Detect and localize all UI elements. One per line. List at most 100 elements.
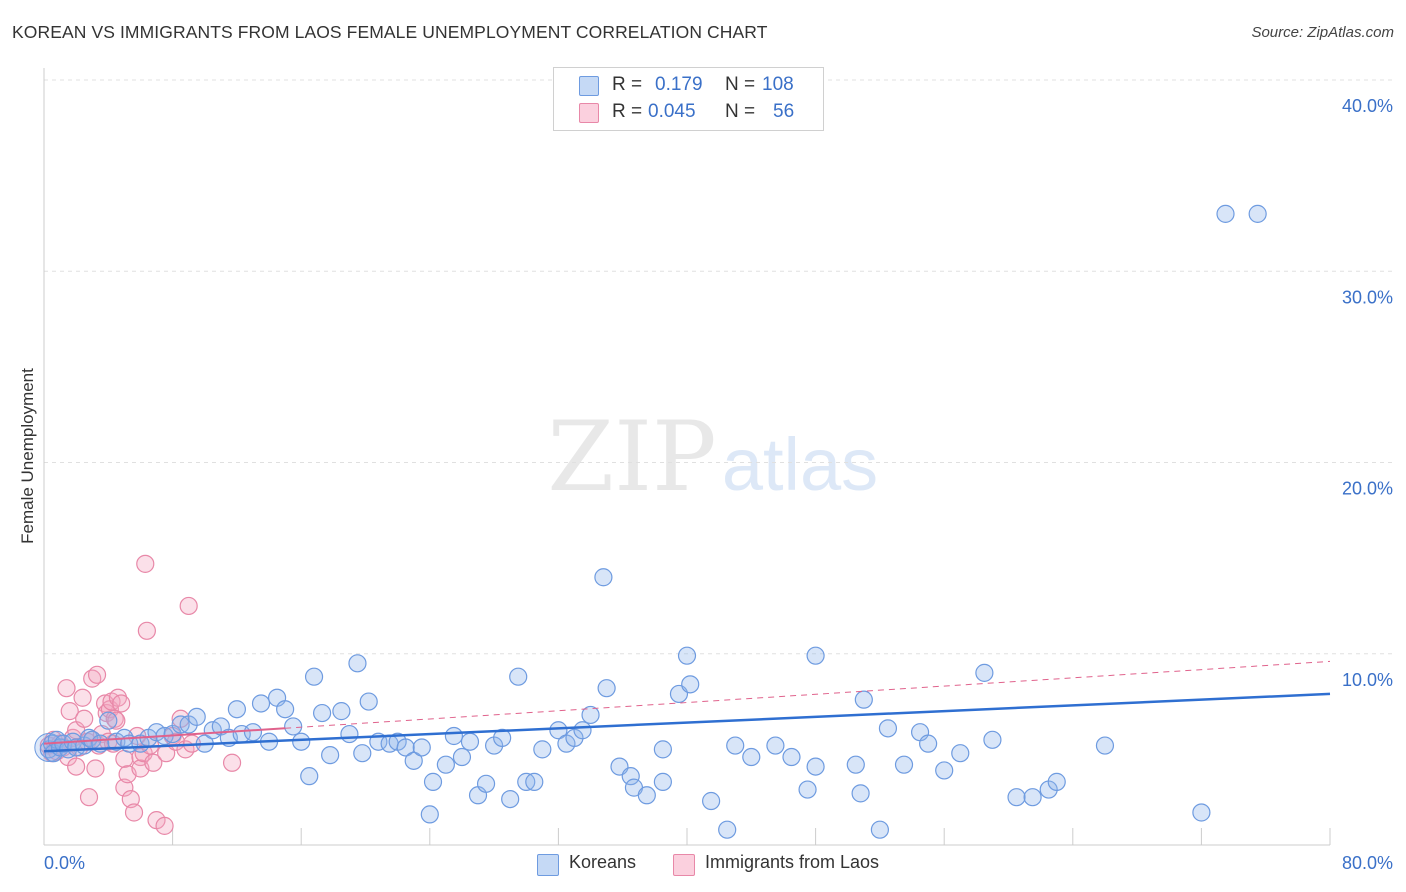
laos-point xyxy=(137,621,156,640)
koreans-point xyxy=(292,732,311,751)
laos-point xyxy=(67,757,86,776)
laos-point xyxy=(75,709,94,728)
legend-row-laos: R = 0.045 N = 56 xyxy=(554,101,823,125)
r-label: R = xyxy=(612,74,643,95)
laos-swatch xyxy=(673,854,695,876)
koreans-point xyxy=(423,772,443,791)
laos-point xyxy=(79,788,99,807)
koreans-point xyxy=(348,654,367,673)
koreans-point xyxy=(533,740,552,759)
koreans-point xyxy=(304,667,324,686)
koreans-point xyxy=(476,774,496,793)
koreans-point xyxy=(983,730,1002,749)
koreans-point xyxy=(321,746,340,765)
koreans-point xyxy=(300,767,319,786)
laos-point xyxy=(60,702,79,721)
chart-title: KOREAN VS IMMIGRANTS FROM LAOS FEMALE UN… xyxy=(12,22,768,42)
n-label: N = xyxy=(725,101,756,122)
laos-point xyxy=(144,753,163,772)
koreans-point xyxy=(581,705,600,725)
laos-point xyxy=(222,753,242,772)
koreans-point xyxy=(621,767,640,786)
gridlines xyxy=(44,79,1392,655)
watermark-atlas: atlas xyxy=(722,423,878,506)
koreans-point xyxy=(653,772,672,791)
n-label: N = xyxy=(725,74,756,95)
y-tick-label: 30.0% xyxy=(1342,287,1393,307)
koreans-point xyxy=(460,732,480,751)
koreans-point xyxy=(806,757,825,776)
y-axis-label: Female Unemployment xyxy=(18,368,37,544)
koreans-point xyxy=(637,786,656,805)
laos-trend-line xyxy=(43,727,286,745)
koreans-point xyxy=(444,726,464,746)
koreans-point xyxy=(404,751,423,770)
koreans-point xyxy=(878,719,898,738)
koreans-point xyxy=(766,736,785,755)
laos-point xyxy=(112,694,131,713)
koreans-point xyxy=(276,700,295,719)
x-tick-label: 80.0% xyxy=(1342,853,1393,873)
laos-label: Immigrants from Laos xyxy=(705,852,880,872)
laos-point xyxy=(124,803,144,822)
koreans-point xyxy=(677,646,697,665)
series-koreans-points xyxy=(34,204,1267,839)
koreans-point xyxy=(493,728,512,748)
koreans-swatch xyxy=(579,76,599,96)
koreans-point xyxy=(509,667,528,686)
watermark-zip: ZIP xyxy=(547,401,716,513)
laos-point xyxy=(136,554,155,573)
laos-swatch xyxy=(579,103,599,123)
laos-point xyxy=(121,789,140,809)
koreans-point xyxy=(726,736,745,755)
laos-point xyxy=(87,665,107,684)
koreans-point xyxy=(894,755,914,774)
koreans-point xyxy=(718,820,737,839)
koreans-point xyxy=(573,721,592,740)
koreans-point xyxy=(1216,204,1235,223)
koreans-point xyxy=(312,703,332,723)
koreans-point xyxy=(1023,788,1042,807)
laos-point xyxy=(115,778,134,797)
koreans-point xyxy=(501,789,520,809)
koreans-point xyxy=(870,820,890,839)
laos-trend-line-dashed xyxy=(285,660,1331,729)
koreans-point xyxy=(340,724,359,744)
koreans-point xyxy=(851,784,870,803)
koreans-point xyxy=(1192,803,1211,822)
koreans-point xyxy=(935,761,954,780)
x-tick-label: 0.0% xyxy=(44,853,85,873)
tick-labels: 10.0% 20.0% 30.0% 40.0% 0.0% 80.0% xyxy=(44,96,1393,873)
y-tick-label: 20.0% xyxy=(1342,479,1393,499)
koreans-point xyxy=(1248,204,1267,223)
stats-legend: R = 0.179 N = 108 R = 0.045 N = 56 xyxy=(553,67,824,131)
laos-point xyxy=(108,688,128,707)
laos-point xyxy=(155,816,174,835)
n-value: 56 xyxy=(773,101,795,122)
koreans-point xyxy=(187,707,206,726)
koreans-point xyxy=(251,694,271,713)
r-label: R = xyxy=(612,101,643,122)
koreans-point xyxy=(594,568,613,587)
koreans-point xyxy=(452,747,472,767)
koreans-trend-line xyxy=(43,692,1331,753)
laos-point xyxy=(73,688,92,707)
koreans-point xyxy=(846,755,865,774)
koreans-point xyxy=(412,738,431,757)
koreans-point xyxy=(420,805,439,824)
koreans-point xyxy=(332,702,351,721)
legend-row-koreans: R = 0.179 N = 108 xyxy=(554,74,823,98)
source-label: Source: ZipAtlas.com xyxy=(1251,24,1394,41)
y-tick-label: 40.0% xyxy=(1342,96,1393,116)
koreans-point xyxy=(919,734,938,753)
koreans-point xyxy=(1007,788,1026,807)
koreans-point xyxy=(653,740,672,759)
koreans-point xyxy=(284,717,303,736)
laos-point xyxy=(57,679,76,698)
koreans-point xyxy=(854,690,873,709)
koreans-point xyxy=(79,728,99,748)
koreans-point xyxy=(396,738,415,757)
koreans-point xyxy=(975,663,994,682)
koreans-point xyxy=(782,747,801,767)
